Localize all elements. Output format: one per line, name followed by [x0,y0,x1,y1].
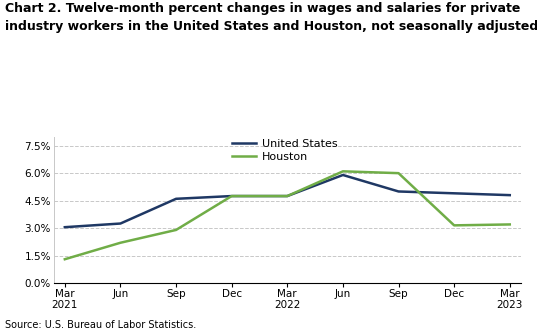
Text: industry workers in the United States and Houston, not seasonally adjusted: industry workers in the United States an… [5,20,537,33]
Text: Source: U.S. Bureau of Labor Statistics.: Source: U.S. Bureau of Labor Statistics. [5,320,197,330]
Legend: United States, Houston: United States, Houston [232,139,337,162]
Text: Chart 2. Twelve-month percent changes in wages and salaries for private: Chart 2. Twelve-month percent changes in… [5,2,521,15]
